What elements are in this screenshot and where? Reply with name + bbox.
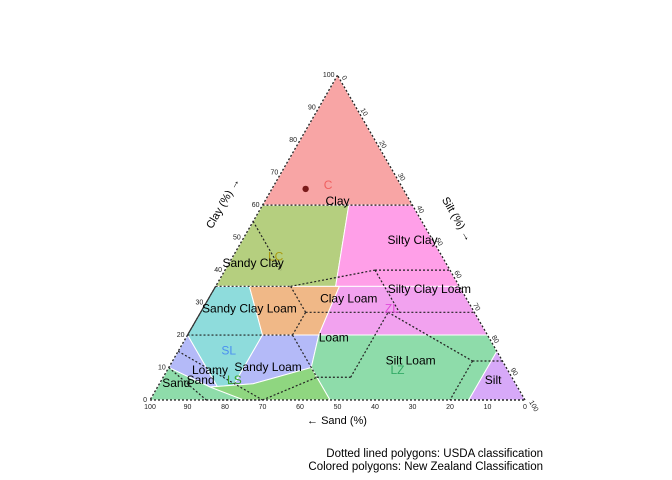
class-labels: C LC ZL SL LZ LS Clay Silty Clay Sandy Clay Clay … [162, 178, 502, 390]
nz-class-label: SL [221, 344, 236, 358]
usda-boundary-6 [290, 286, 307, 313]
silt-tick-label: 30 [396, 172, 406, 182]
usda-boundary-20 [168, 367, 207, 401]
sand-tick-label: 80 [221, 404, 229, 411]
sand-axis-label: ← Sand (%) [307, 415, 367, 427]
sand-tick-label: 20 [446, 404, 454, 411]
usda-boundary-1 [252, 221, 282, 271]
silt-tick-label: 50 [434, 237, 444, 247]
silt-tick-label: 90 [509, 367, 519, 377]
usda-class-label: Sandy Clay [222, 256, 283, 270]
silt-tick-label: 60 [452, 270, 462, 280]
silt-axis-label: Silt (%) → [439, 195, 474, 244]
nz-class-label: LS [227, 373, 242, 387]
usda-class-label: Sandy Clay Loam [202, 301, 297, 315]
sand-tick-label: 90 [184, 404, 192, 411]
sample-point [302, 185, 309, 193]
usda-boundary-22 [449, 360, 474, 401]
silt-tick-label: 40 [415, 205, 425, 215]
silt-tick-label: 0 [340, 75, 348, 82]
usda-boundary-16 [387, 311, 473, 362]
usda-class-label: Silt [485, 373, 502, 387]
clay-tick-label: 0 [143, 397, 147, 404]
usda-boundary-13 [291, 334, 318, 378]
clay-tick-label: 80 [289, 137, 297, 144]
usda-class-label: Sandy Loam [234, 360, 301, 374]
sand-tick-label: 100 [144, 404, 156, 411]
sand-tick-label: 0 [523, 404, 527, 411]
nz-class-label: ZL [385, 301, 399, 315]
clay-tick-label: 100 [323, 72, 335, 79]
sand-tick-label: 10 [484, 404, 492, 411]
usda-class-label: Loam [319, 331, 349, 345]
usda-class-label: Silt Loam [386, 353, 436, 367]
silt-tick-label: 20 [377, 140, 387, 150]
clay-tick-label: 30 [195, 300, 203, 307]
triangle-frame [149, 74, 526, 401]
silt-tick-label: 10 [359, 107, 369, 117]
caption-line-1: Dotted lined polygons: USDA classificati… [326, 448, 543, 460]
nz-region-11 [450, 350, 526, 401]
sand-tick-label: 70 [259, 404, 267, 411]
nz-class-label: C [324, 178, 333, 192]
clay-tick-label: 20 [177, 332, 185, 339]
silt-tick-label: 100 [527, 400, 539, 414]
clay-tick-label: 90 [308, 105, 316, 112]
sand-tick-label: 60 [296, 404, 304, 411]
usda-class-label: Silty Clay Loam [388, 282, 471, 296]
sand-tick-label: 30 [409, 404, 417, 411]
clay-axis-label: Clay (%) → [204, 176, 243, 231]
frame-edge-1 [336, 74, 526, 401]
usda-class-label: Clay [325, 194, 349, 208]
frame-edge-2 [149, 74, 339, 401]
silt-tick-label: 70 [471, 302, 481, 312]
usda-boundary-7 [186, 286, 217, 336]
axis-ticks: 100 90 80 70 60 50 40 30 20 10 0010203040506070809… [143, 72, 539, 413]
usda-boundary-18 [177, 350, 263, 401]
usda-class-label: Loamy [192, 363, 228, 377]
sand-tick-label: 50 [334, 404, 342, 411]
nz-region-1 [214, 204, 350, 287]
usda-class-label: Silty Clay [387, 233, 437, 247]
usda-class-label: Sand [187, 373, 215, 387]
usda-boundary-19 [262, 376, 318, 401]
usda-boundary-5 [374, 269, 400, 313]
usda-boundary-15 [350, 312, 389, 378]
caption-line-2: Colored polygons: New Zealand Classifica… [308, 461, 543, 473]
usda-class-label: Clay Loam [320, 292, 377, 306]
clay-tick-label: 60 [252, 202, 260, 209]
nz-class-label: LC [268, 249, 284, 263]
clay-tick-label: 40 [214, 267, 222, 274]
sand-tick-label: 40 [371, 404, 379, 411]
clay-tick-label: 50 [233, 235, 241, 242]
usda-boundary-9 [291, 312, 307, 336]
nz-class-regions [149, 74, 526, 401]
usda-class-label: Sand [162, 376, 190, 390]
clay-tick-label: 10 [158, 365, 166, 372]
nz-region-0 [261, 74, 414, 206]
silt-tick-label: 80 [490, 335, 500, 345]
clay-tick-label: 70 [270, 170, 278, 177]
nz-class-label: LZ [390, 363, 404, 377]
data-points [302, 185, 309, 193]
